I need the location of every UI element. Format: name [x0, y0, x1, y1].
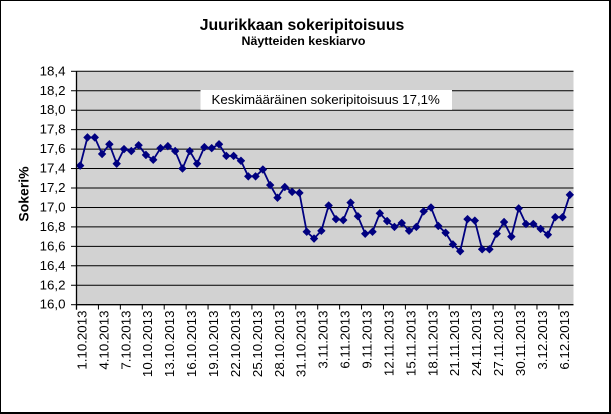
svg-text:24.11.2013: 24.11.2013: [469, 311, 484, 377]
svg-text:13.10.2013: 13.10.2013: [162, 311, 177, 378]
svg-text:27.11.2013: 27.11.2013: [491, 311, 506, 377]
svg-text:17,8: 17,8: [40, 122, 66, 137]
svg-text:6.11.2013: 6.11.2013: [338, 311, 353, 369]
svg-text:10.10.2013: 10.10.2013: [140, 311, 155, 378]
svg-text:1.10.2013: 1.10.2013: [74, 311, 89, 370]
svg-text:Sokeri%: Sokeri%: [16, 166, 32, 222]
svg-text:Juurikkaan sokeripitoisuus: Juurikkaan sokeripitoisuus: [200, 17, 405, 34]
svg-text:3.12.2013: 3.12.2013: [535, 311, 550, 370]
svg-text:30.11.2013: 30.11.2013: [513, 311, 528, 377]
svg-text:16,0: 16,0: [40, 297, 66, 312]
svg-text:3.11.2013: 3.11.2013: [316, 311, 331, 369]
svg-text:18,0: 18,0: [40, 102, 66, 117]
svg-text:16,2: 16,2: [40, 277, 66, 292]
svg-text:7.10.2013: 7.10.2013: [118, 311, 133, 370]
svg-text:17,6: 17,6: [40, 141, 66, 156]
svg-text:12.11.2013: 12.11.2013: [381, 311, 396, 377]
svg-text:18.11.2013: 18.11.2013: [425, 311, 440, 377]
svg-text:Näytteiden keskiarvo: Näytteiden keskiarvo: [242, 34, 366, 48]
svg-text:25.10.2013: 25.10.2013: [250, 311, 265, 378]
svg-text:21.11.2013: 21.11.2013: [447, 311, 462, 377]
svg-text:17,2: 17,2: [40, 180, 66, 195]
svg-text:4.10.2013: 4.10.2013: [96, 311, 111, 370]
svg-text:18,2: 18,2: [40, 83, 66, 98]
svg-text:16,6: 16,6: [40, 238, 66, 253]
svg-text:17,0: 17,0: [40, 199, 66, 214]
svg-text:9.11.2013: 9.11.2013: [360, 311, 375, 369]
svg-text:16,8: 16,8: [40, 219, 66, 234]
svg-text:16.10.2013: 16.10.2013: [184, 311, 199, 378]
svg-text:15.11.2013: 15.11.2013: [403, 311, 418, 377]
svg-text:28.10.2013: 28.10.2013: [272, 311, 287, 378]
svg-text:22.10.2013: 22.10.2013: [228, 311, 243, 378]
svg-text:18,4: 18,4: [40, 63, 66, 78]
svg-text:16,4: 16,4: [40, 258, 66, 273]
svg-text:17,4: 17,4: [40, 161, 66, 176]
svg-text:31.10.2013: 31.10.2013: [294, 311, 309, 378]
svg-text:19.10.2013: 19.10.2013: [206, 311, 221, 378]
svg-text:6.12.2013: 6.12.2013: [557, 311, 572, 370]
svg-text:Keskimääräinen sokeripitoisuus: Keskimääräinen sokeripitoisuus 17,1%: [212, 92, 441, 107]
